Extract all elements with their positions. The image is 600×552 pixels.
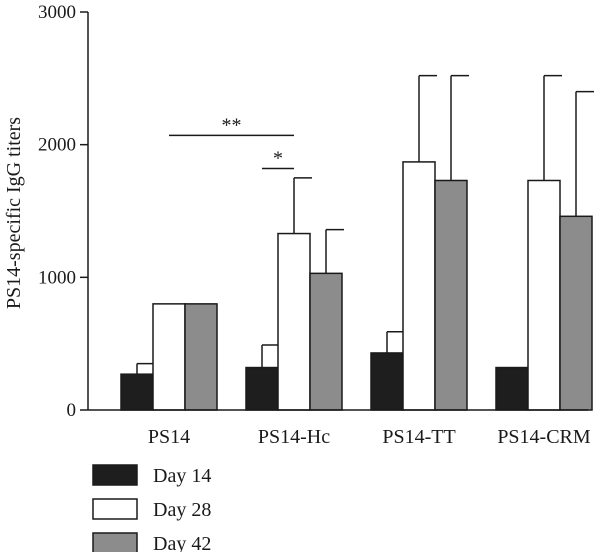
bar-day-28-ps14 [152,303,186,411]
bar-day-14-ps14-tt [370,352,404,411]
legend-label-day-14: Day 14 [153,465,211,487]
bar-day-14-ps14-crm [495,366,529,411]
bar-day-28-ps14-hc [277,232,311,411]
axes-layer: 0 1000 2000 3000 PS14 PS14-Hc PS14-TT PS14-CRM [38,2,591,448]
x-tick-label: PS14-TT [382,426,455,448]
legend: Day 14 Day 28 Day 42 [92,464,211,552]
significance-marker: ** [222,114,242,136]
bar-day-42-ps14-crm [559,215,593,411]
y-tick-label: 3000 [38,2,76,23]
bar-day-42-ps14 [184,303,218,411]
legend-label-day-42: Day 42 [153,533,211,552]
x-tick-label: PS14-Hc [258,426,330,448]
bar-day-28-ps14-crm [527,179,561,411]
y-tick-label: 0 [67,400,77,421]
bar-day-28-ps14-tt [402,161,436,411]
significance-layer: *** [169,114,294,170]
significance-marker: * [273,148,283,170]
y-tick-label: 1000 [38,267,76,288]
x-tick-label: PS14-CRM [497,426,591,448]
y-axis-title: PS14-specific IgG titers [3,117,25,309]
legend-swatch-day-28 [92,498,138,520]
bar-day-14-ps14 [120,373,154,411]
legend-swatch-day-42 [92,532,138,552]
y-tick-label: 2000 [38,135,76,156]
legend-swatch-day-14 [92,464,138,486]
bar-day-42-ps14-tt [434,179,468,411]
bars-layer [120,74,594,411]
legend-label-day-28: Day 28 [153,499,211,521]
bar-day-42-ps14-hc [309,272,343,411]
bar-day-14-ps14-hc [245,366,279,411]
x-tick-label: PS14 [148,426,190,448]
